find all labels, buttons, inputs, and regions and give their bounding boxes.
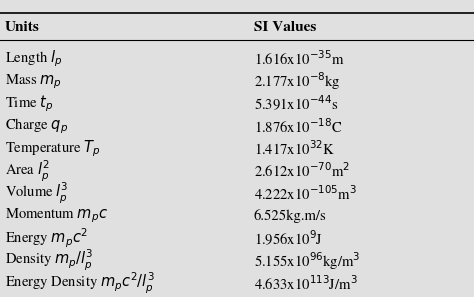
Text: Momentum $\it{m}_{p}\it{c}$: Momentum $\it{m}_{p}\it{c}$	[5, 207, 108, 225]
Text: Time $\it{t}_{p}$: Time $\it{t}_{p}$	[5, 94, 53, 114]
Text: Temperature $\it{T}_{p}$: Temperature $\it{T}_{p}$	[5, 138, 100, 159]
Text: 1.876x10$^{-18}$C: 1.876x10$^{-18}$C	[254, 117, 342, 135]
Text: Energy Density $\it{m}_{p}\it{c}^{2}/\it{l}_{p}^{3}$: Energy Density $\it{m}_{p}\it{c}^{2}/\it…	[5, 271, 155, 296]
Text: Area $\it{l}_{p}^{2}$: Area $\it{l}_{p}^{2}$	[5, 159, 49, 184]
Text: 6.525kg.m/s: 6.525kg.m/s	[254, 209, 326, 223]
Text: 4.222x10$^{-105}$m$^{3}$: 4.222x10$^{-105}$m$^{3}$	[254, 184, 356, 203]
Text: Density $\it{m}_{p}/\it{l}_{p}^{3}$: Density $\it{m}_{p}/\it{l}_{p}^{3}$	[5, 248, 93, 273]
Text: 5.155x10$^{96}$kg/m$^{3}$: 5.155x10$^{96}$kg/m$^{3}$	[254, 250, 360, 271]
Text: 2.612x10$^{-70}$m$^{2}$: 2.612x10$^{-70}$m$^{2}$	[254, 162, 349, 180]
Text: 1.616x10$^{-35}$m: 1.616x10$^{-35}$m	[254, 50, 344, 68]
Text: SI Values: SI Values	[254, 21, 316, 34]
Text: 4.633x10$^{113}$J/m$^{3}$: 4.633x10$^{113}$J/m$^{3}$	[254, 274, 357, 293]
Text: 1.417x10$^{32}$K: 1.417x10$^{32}$K	[254, 139, 335, 158]
Text: Volume $\it{l}_{p}^{3}$: Volume $\it{l}_{p}^{3}$	[5, 181, 68, 206]
Text: Charge $\it{q}_{p}$: Charge $\it{q}_{p}$	[5, 116, 68, 136]
Text: Mass $\it{m}_{p}$: Mass $\it{m}_{p}$	[5, 72, 62, 91]
Text: Energy $\it{m}_{p}\it{c}^{2}$: Energy $\it{m}_{p}\it{c}^{2}$	[5, 227, 88, 250]
Text: 5.391x10$^{-44}$s: 5.391x10$^{-44}$s	[254, 94, 338, 113]
Text: Units: Units	[5, 21, 39, 34]
Text: Length $\it{l}_{p}$: Length $\it{l}_{p}$	[5, 49, 62, 69]
Text: 1.956x10$^{9}$J: 1.956x10$^{9}$J	[254, 229, 323, 248]
Text: 2.177x10$^{-8}$kg: 2.177x10$^{-8}$kg	[254, 70, 340, 92]
